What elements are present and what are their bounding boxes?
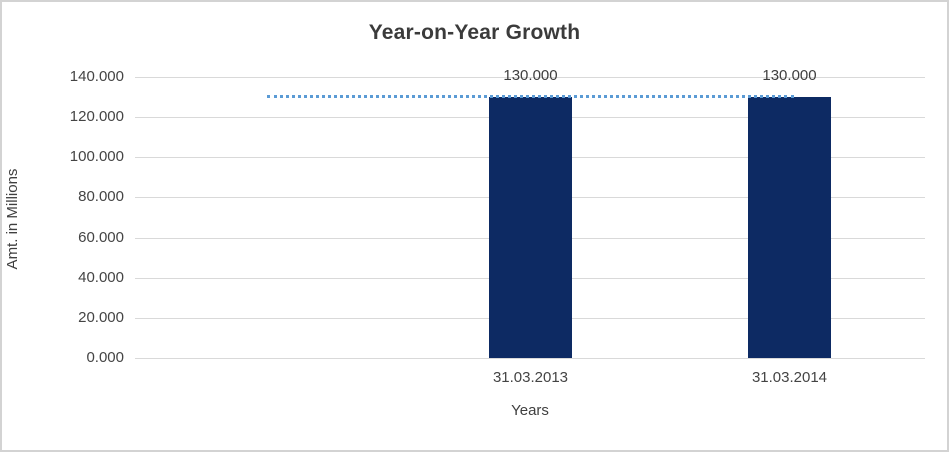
x-axis-tick-label: 31.03.2014 <box>751 369 828 386</box>
bar-value-label: 130.000 <box>503 67 558 85</box>
bar-value-label: 130.000 <box>762 67 817 85</box>
chart-title: Year-on-Year Growth <box>368 21 581 44</box>
y-axis-tick-label: 0.000 <box>86 349 124 366</box>
gridline <box>135 358 925 359</box>
x-axis-title: Years <box>511 402 549 419</box>
y-axis-tick-label: 120.000 <box>69 108 124 126</box>
y-axis-tick-label: 20.000 <box>78 308 124 326</box>
y-axis-tick-label: 40.000 <box>78 268 124 286</box>
bar <box>489 97 572 358</box>
trendline <box>267 95 794 99</box>
bar <box>748 97 831 358</box>
gridline <box>135 77 925 78</box>
y-axis-title: Amt. in Millions <box>4 168 21 270</box>
y-axis-tick-label: 100.000 <box>69 148 124 166</box>
y-axis-tick-label: 80.000 <box>78 188 124 206</box>
y-axis-tick-label: 60.000 <box>78 228 124 246</box>
x-axis-tick-label: 31.03.2013 <box>492 369 569 386</box>
y-axis-tick-label: 140.000 <box>69 68 124 85</box>
